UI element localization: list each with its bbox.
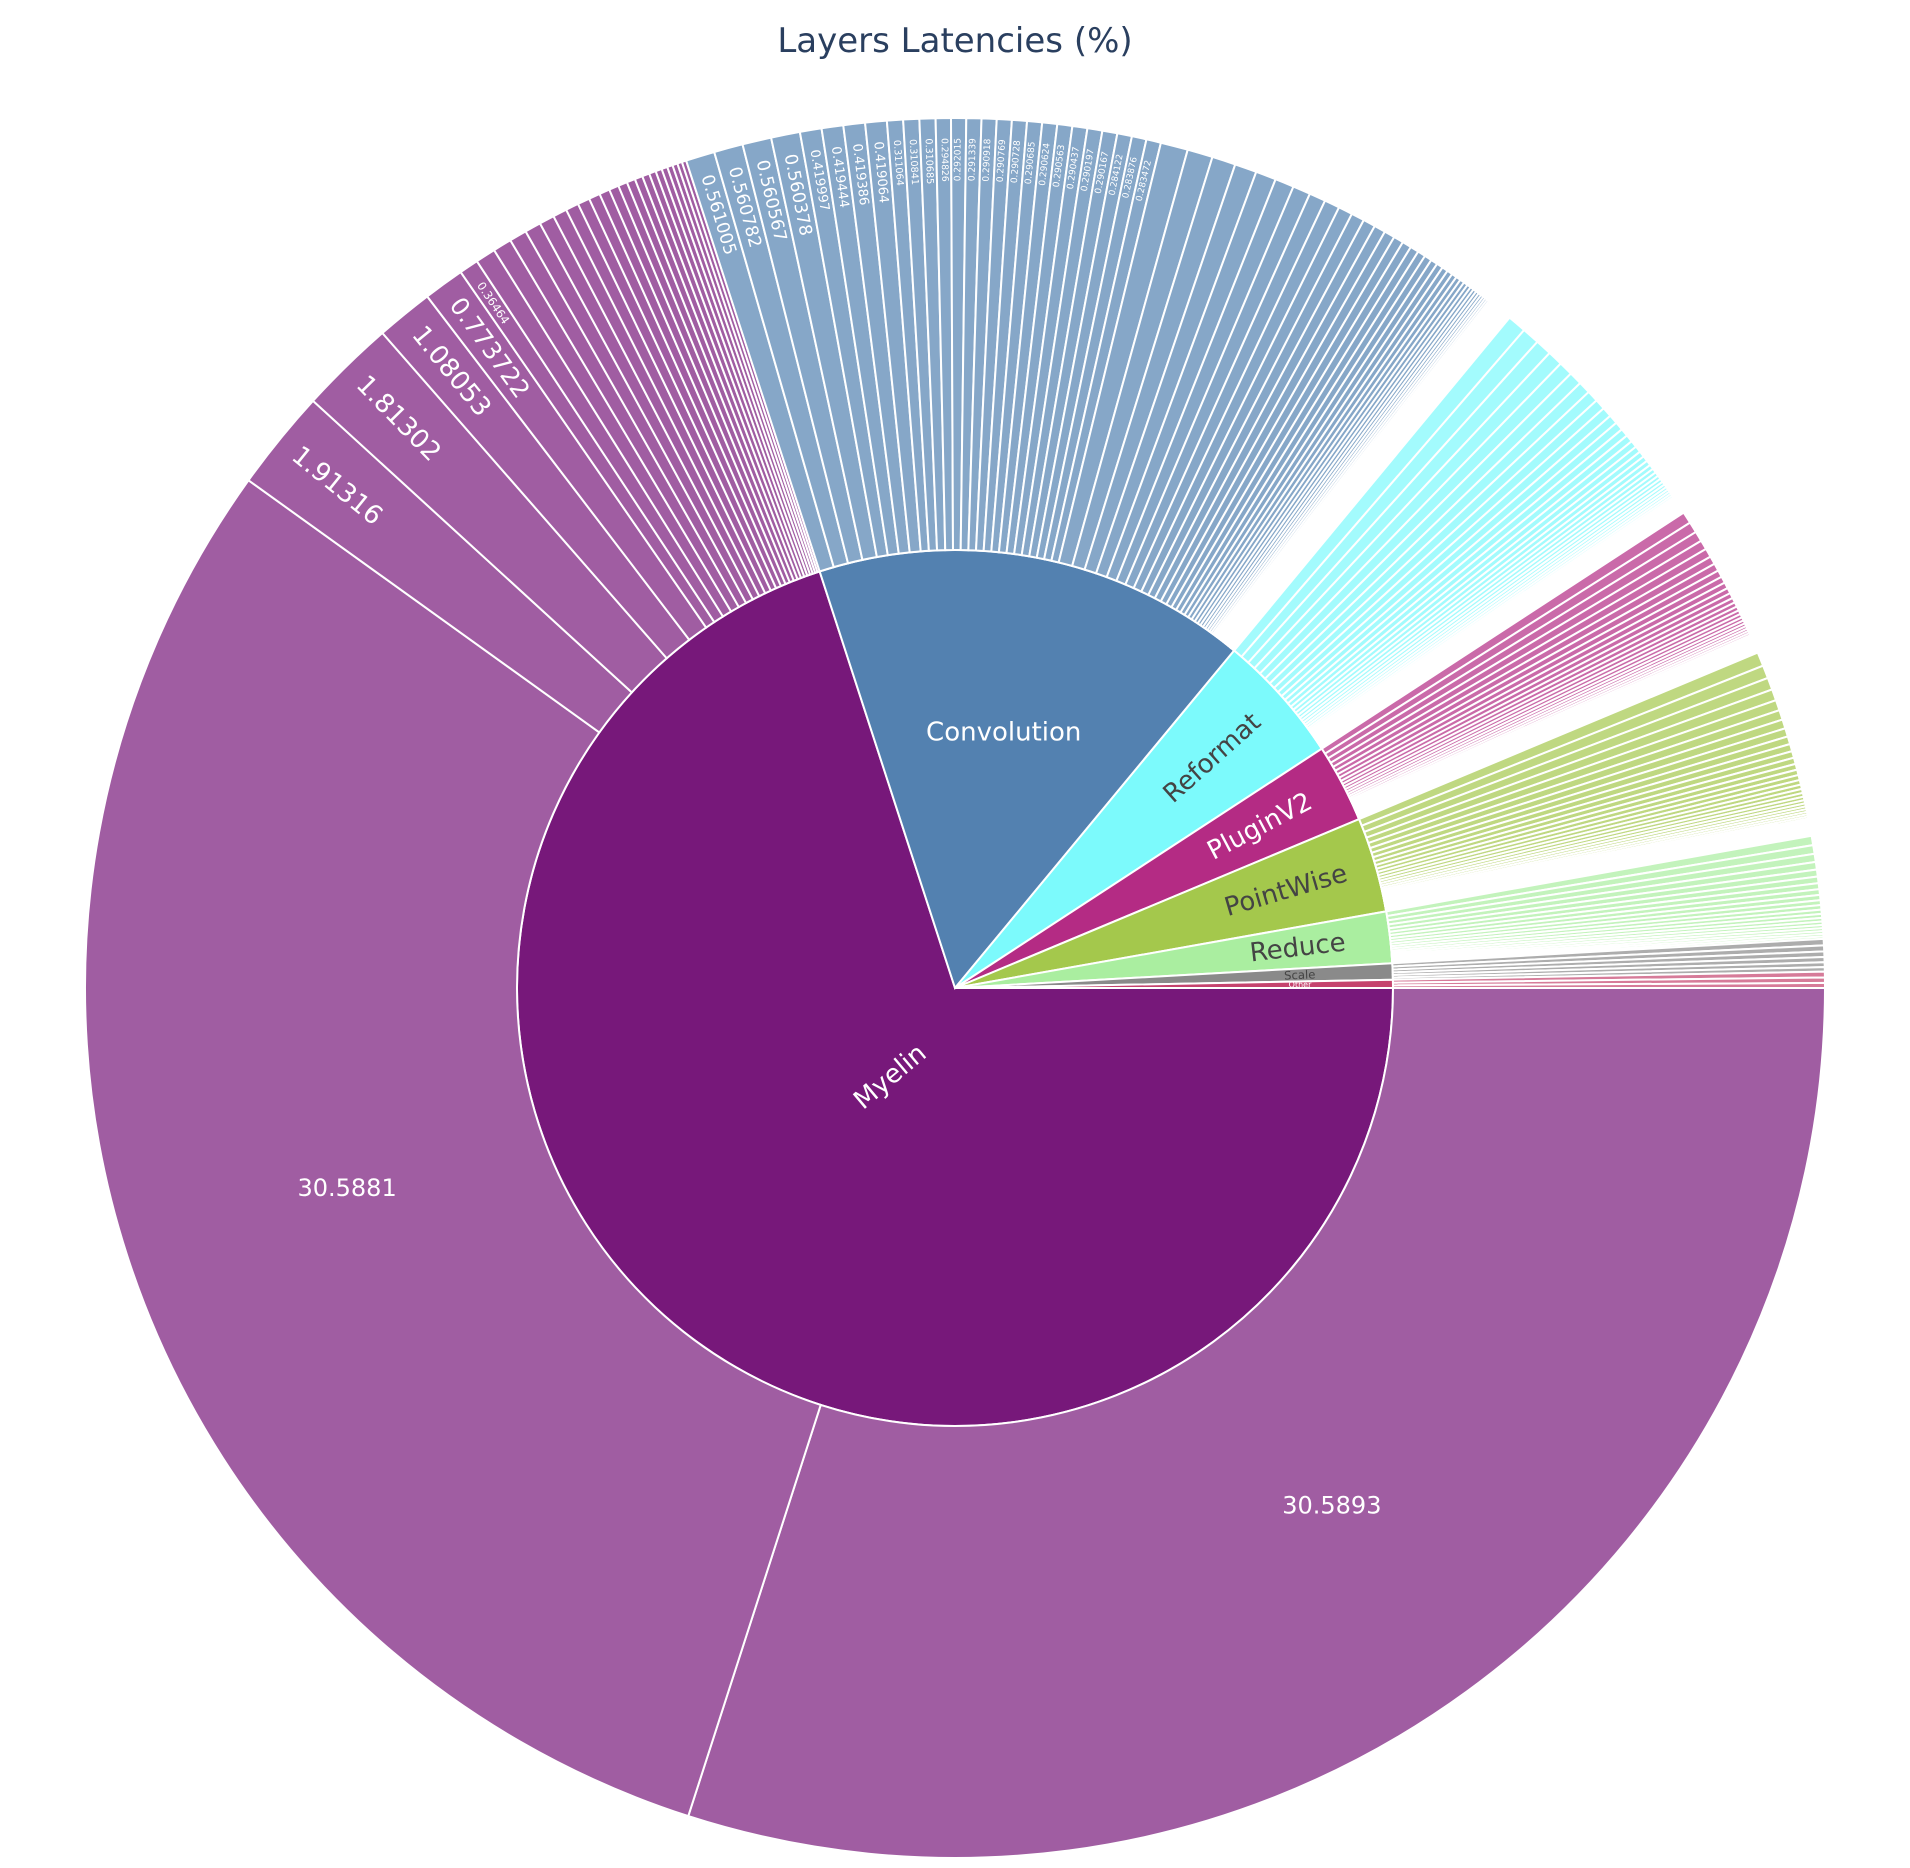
sector-label-convolution: Convolution [926, 718, 1081, 748]
segment-label-convolution-16: 0.290728 [1010, 140, 1023, 184]
segment-label-myelin-1: 30.5881 [297, 1174, 396, 1202]
segment-label-convolution-7: 0.419064 [870, 141, 891, 204]
sector-label-scale: Scale [1284, 967, 1316, 982]
segment-label-convolution-18: 0.290624 [1038, 142, 1053, 186]
segment-label-myelin-0: 30.5893 [1282, 1491, 1381, 1519]
sunburst-rings [84, 116, 1827, 1859]
sector-label-other: Other [1289, 980, 1313, 989]
chart-title: Layers Latencies (%) [777, 21, 1132, 61]
segment-other-2[interactable] [1391, 981, 1827, 989]
segment-label-convolution-11: 0.294826 [939, 138, 950, 182]
segment-label-convolution-17: 0.290685 [1024, 141, 1038, 185]
segment-label-convolution-6: 0.419386 [849, 143, 871, 206]
segment-myelin-0[interactable] [687, 987, 1827, 1859]
segment-label-convolution-14: 0.290918 [982, 138, 994, 182]
segment-myelin-1[interactable] [84, 478, 822, 1818]
segment-label-convolution-9: 0.310841 [907, 139, 920, 185]
segment-label-convolution-10: 0.310685 [923, 138, 935, 184]
segment-label-convolution-13: 0.291339 [968, 138, 979, 181]
segment-label-convolution-12: 0.292015 [953, 138, 963, 181]
segment-label-convolution-8: 0.311064 [891, 140, 905, 187]
segment-label-convolution-15: 0.290769 [996, 139, 1008, 183]
